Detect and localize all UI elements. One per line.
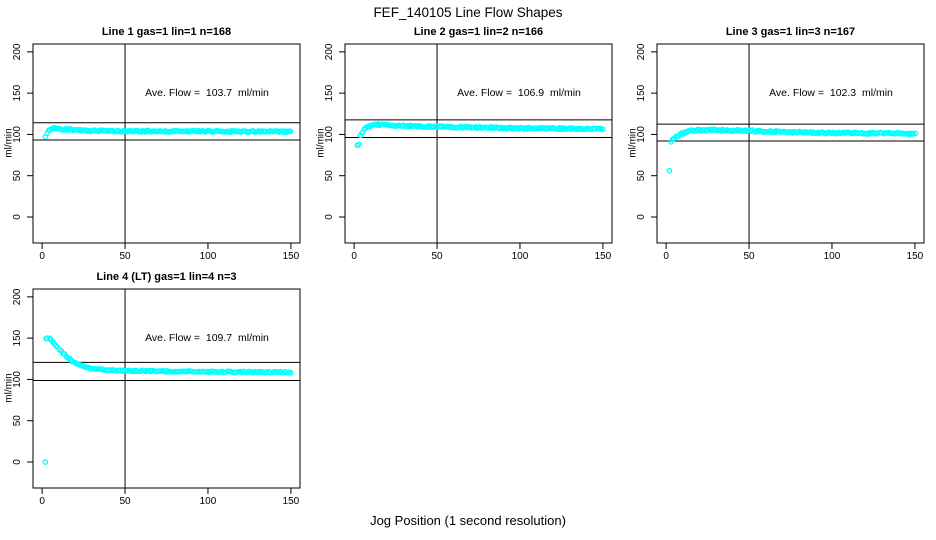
ave-flow-annotation: Ave. Flow = 102.3 ml/min — [769, 87, 893, 99]
y-tick-label: 0 — [12, 214, 23, 220]
y-tick-label: 0 — [12, 459, 23, 465]
x-tick-label: 100 — [824, 251, 841, 262]
x-axis-label: Jog Position (1 second resolution) — [370, 513, 566, 528]
ave-flow-annotation: Ave. Flow = 109.7 ml/min — [145, 332, 269, 344]
chart-canvas-line-4: 0 50 100 150 0 50 100 150 200 — [12, 288, 301, 507]
y-tick-label: 100 — [12, 126, 23, 143]
points-layer — [666, 126, 919, 174]
x-tick-label: 0 — [663, 251, 669, 262]
plot-border — [32, 288, 301, 489]
subplot-title: Line 4 (LT) gas=1 lin=4 n=3 — [96, 271, 237, 283]
x-tick-label: 100 — [200, 251, 217, 262]
y-tick-label: 100 — [636, 126, 647, 143]
x-tick-label: 150 — [283, 251, 300, 262]
subplot-title: Line 2 gas=1 lin=2 n=166 — [413, 26, 544, 38]
x-tick-label: 50 — [119, 496, 131, 507]
x-tick-label: 0 — [39, 496, 45, 507]
reference-lines-layer — [33, 289, 300, 488]
y-tick-label: 200 — [636, 43, 647, 60]
x-tick-label: 50 — [119, 251, 131, 262]
subplot-line-2: 0 50 100 150 0 50 100 150 200 Line 2 gas=1 lin=2… — [312, 25, 624, 270]
subplot-title: Line 1 gas=1 lin=1 n=168 — [101, 26, 232, 38]
y-tick-label: 50 — [12, 170, 23, 182]
chart-canvas-line-1: 0 50 100 150 0 50 100 150 200 — [12, 43, 301, 262]
y-tick-label: 200 — [12, 288, 23, 305]
points-layer — [42, 124, 294, 140]
subplot-title: Line 3 gas=1 lin=3 n=167 — [725, 26, 856, 38]
points-layer — [354, 121, 606, 149]
y-tick-label: 50 — [636, 170, 647, 182]
figure-title: FEF_140105 Line Flow Shapes — [373, 5, 563, 20]
points-layer — [42, 335, 294, 465]
y-tick-label: 150 — [12, 84, 23, 101]
y-tick-label: 50 — [12, 415, 23, 427]
axis-layer: 0 50 100 150 0 50 100 150 200 — [636, 43, 925, 262]
y-tick-label: 200 — [324, 43, 335, 60]
reference-lines-layer — [345, 44, 612, 243]
axis-layer: 0 50 100 150 0 50 100 150 200 — [12, 43, 301, 262]
y-tick-label: 100 — [324, 126, 335, 143]
subplot-line-4: 0 50 100 150 0 50 100 150 200 Line 4 (LT) gas=1 … — [0, 270, 312, 515]
x-tick-label: 150 — [595, 251, 612, 262]
plot-border — [656, 43, 925, 244]
ave-flow-annotation: Ave. Flow = 106.9 ml/min — [457, 87, 581, 99]
x-tick-label: 150 — [907, 251, 924, 262]
y-tick-label: 150 — [324, 84, 335, 101]
y-tick-label: 100 — [12, 371, 23, 388]
y-axis-label: ml/min — [3, 373, 15, 403]
chart-canvas-line-3: 0 50 100 150 0 50 100 150 200 — [636, 43, 925, 262]
y-tick-label: 200 — [12, 43, 23, 60]
reference-lines-layer — [657, 44, 924, 243]
plot-border — [32, 43, 301, 244]
y-tick-label: 0 — [636, 214, 647, 220]
axis-layer: 0 50 100 150 0 50 100 150 200 — [324, 43, 613, 262]
x-tick-label: 150 — [283, 496, 300, 507]
y-tick-label: 0 — [324, 214, 335, 220]
subplot-line-3: 0 50 100 150 0 50 100 150 200 Line 3 gas=1 lin=3… — [624, 25, 936, 270]
y-tick-label: 150 — [636, 84, 647, 101]
x-tick-label: 100 — [512, 251, 529, 262]
y-tick-label: 150 — [12, 329, 23, 346]
x-tick-label: 50 — [743, 251, 755, 262]
plot-border — [344, 43, 613, 244]
x-tick-label: 50 — [431, 251, 443, 262]
y-axis-label: ml/min — [3, 128, 15, 158]
chart-canvas-line-2: 0 50 100 150 0 50 100 150 200 — [324, 43, 613, 262]
subplot-line-1: 0 50 100 150 0 50 100 150 200 Line 1 gas=1 lin=1… — [0, 25, 312, 270]
x-tick-label: 100 — [200, 496, 217, 507]
x-tick-label: 0 — [39, 251, 45, 262]
y-tick-label: 50 — [324, 170, 335, 182]
y-axis-label: ml/min — [627, 128, 639, 158]
x-tick-label: 0 — [351, 251, 357, 262]
axis-layer: 0 50 100 150 0 50 100 150 200 — [12, 288, 301, 507]
y-axis-label: ml/min — [315, 128, 327, 158]
reference-lines-layer — [33, 44, 300, 243]
ave-flow-annotation: Ave. Flow = 103.7 ml/min — [145, 87, 269, 99]
